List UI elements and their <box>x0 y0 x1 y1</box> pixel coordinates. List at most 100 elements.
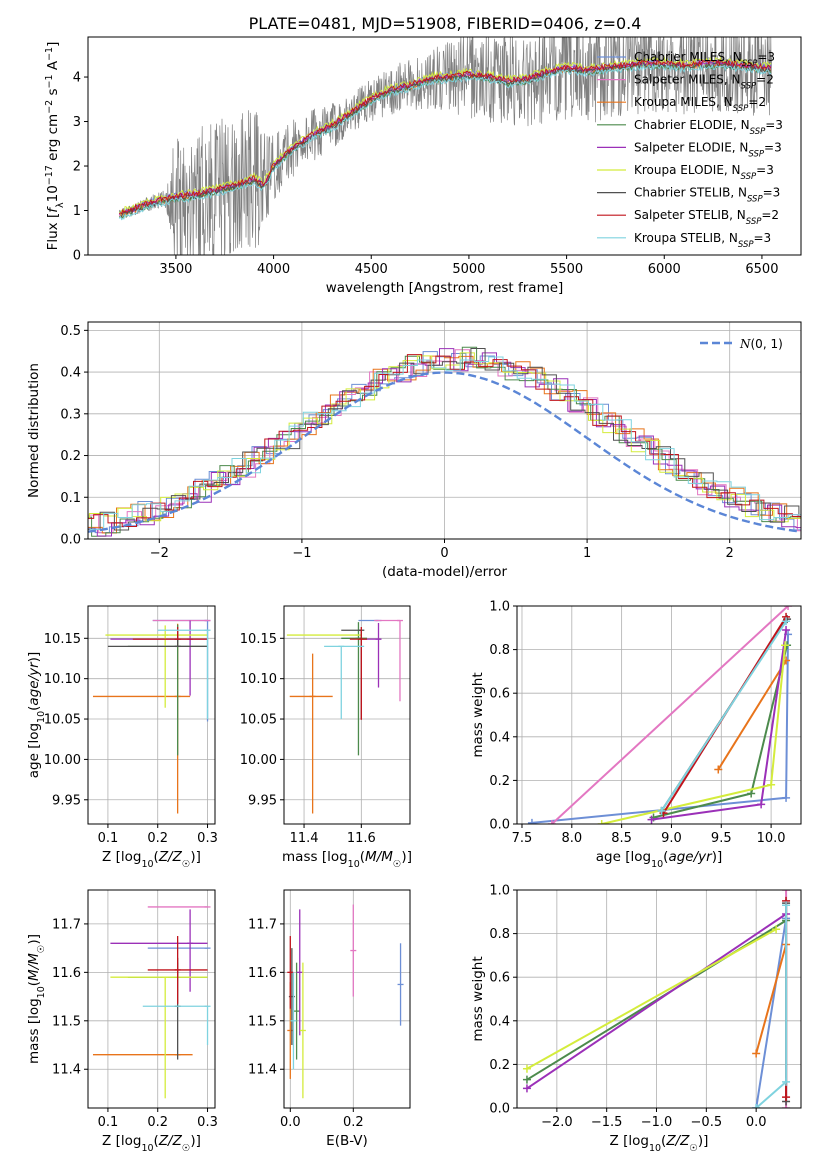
y-tick-label: 11.7 <box>248 917 277 932</box>
mass-weight-line <box>601 645 787 824</box>
mass-weight-line <box>526 928 777 1070</box>
plus-marker <box>767 780 776 789</box>
x-axis-label: age [log10(age/yr)] <box>596 849 722 870</box>
histogram-series-line <box>88 348 801 537</box>
plus-marker <box>752 1104 761 1108</box>
y-tick-label: 11.6 <box>248 966 277 981</box>
mass-weight-line <box>755 944 788 1054</box>
y-tick-label: 11.5 <box>248 1014 277 1029</box>
plus-marker <box>782 901 791 910</box>
axes-frame <box>516 889 802 1109</box>
histogram-series-line <box>89 356 801 530</box>
residuals-legend: N(0, 1) <box>700 337 783 351</box>
x-axis-label: Z [log10(Z/Z☉)] <box>102 849 201 870</box>
y-tick-label: 11.7 <box>52 917 81 932</box>
y-axis-label: Flux [fλ10−17 erg cm−2 s−1 A−1] <box>44 42 66 251</box>
mass-weight-line <box>717 659 787 771</box>
plot-area <box>522 890 791 1108</box>
histogram-series-line <box>88 349 801 534</box>
plus-marker <box>752 1049 761 1058</box>
plus-marker <box>782 890 791 894</box>
massweight-vs-Z-panel: −2.0 −1.5 −1.0 −0.5 0.0 0.0 0.2 0.4 0.6 0.8 1.0 Z [… <box>470 884 802 1154</box>
x-tick-label: 0.2 <box>147 1115 168 1130</box>
mass-vs-ebv-panel: 0.0 0.2 11.4 11.5 11.6 11.7 E(B-V) <box>248 889 411 1149</box>
x-axis-label: mass [log10(M/M☉)] <box>282 849 412 870</box>
x-tick-label: 6000 <box>648 262 681 277</box>
y-tick-label: 0.5 <box>60 324 81 339</box>
plot-area <box>286 619 403 814</box>
plus-marker <box>782 1077 791 1086</box>
x-tick-label: 0.1 <box>98 1115 119 1130</box>
spectrum-legend: Chabrier MILES, NSSP=3 Salpeter MILES, NS… <box>597 50 783 250</box>
x-tick-label: 0.0 <box>746 1115 767 1130</box>
plus-marker <box>782 793 791 802</box>
legend-label: Chabrier STELIB, NSSP=3 <box>634 186 780 205</box>
x-tick-label: 2 <box>726 546 734 561</box>
y-axis-label: mass weight <box>470 672 486 757</box>
plot-area <box>92 906 211 1099</box>
plus-marker <box>522 1084 531 1093</box>
y-axis-label: Normed distribution <box>26 363 42 498</box>
x-tick-label: 0 <box>440 546 448 561</box>
x-tick-label: 11.6 <box>347 831 376 846</box>
y-tick-label: 11.4 <box>248 1063 277 1078</box>
legend-label: Kroupa ELODIE, NSSP=3 <box>634 163 774 182</box>
x-tick-label: 4500 <box>355 262 388 277</box>
axes-frame <box>87 36 802 256</box>
legend-label: Chabrier MILES, NSSP=3 <box>634 50 775 69</box>
x-tick-label: 0.3 <box>197 831 218 846</box>
x-tick-label: 10.0 <box>757 831 786 846</box>
y-tick-label: 0.8 <box>489 927 510 942</box>
y-tick-label: 10.15 <box>240 632 277 647</box>
y-tick-label: 0.4 <box>489 730 510 745</box>
y-tick-label: 0 <box>73 249 81 264</box>
plus-marker <box>782 1093 791 1102</box>
x-tick-label: 5000 <box>452 262 485 277</box>
x-tick-label: 0.0 <box>280 1115 301 1130</box>
plus-marker <box>784 606 793 610</box>
y-tick-label: 0.6 <box>489 971 510 986</box>
y-tick-label: 0.2 <box>60 449 81 464</box>
y-tick-label: 0.8 <box>489 643 510 658</box>
y-tick-label: 10.05 <box>240 713 277 728</box>
y-axis-label: mass weight <box>470 956 486 1041</box>
x-axis-label: Z [log10(Z/Z☉)] <box>102 1133 201 1154</box>
plus-marker <box>547 820 556 824</box>
x-axis-label: wavelength [Angstrom, rest frame] <box>326 280 564 296</box>
legend-label: Kroupa STELIB, NSSP=3 <box>634 231 771 250</box>
plus-marker <box>772 925 781 934</box>
axes-frame <box>87 605 216 825</box>
y-tick-label: 10.15 <box>44 632 81 647</box>
y-tick-label: 0.4 <box>60 366 81 381</box>
y-tick-label: 0.3 <box>60 407 81 422</box>
figure-title: PLATE=0481, MJD=51908, FIBERID=0406, z=0… <box>249 14 642 33</box>
massweight-vs-age-panel: 7.5 8.0 8.5 9.0 9.5 10.0 0.0 0.2 0.4 0.6 0.8 1.0 age… <box>470 600 802 870</box>
x-tick-label: −0.5 <box>691 1115 723 1130</box>
y-tick-label: 1.0 <box>489 884 510 899</box>
axes-frame <box>516 605 802 825</box>
mass-weight-line <box>660 620 787 812</box>
mass-weight-line <box>551 606 789 824</box>
y-tick-label: 1 <box>73 204 81 219</box>
x-tick-label: 8.5 <box>611 831 632 846</box>
y-tick-label: 9.95 <box>248 793 277 808</box>
x-tick-label: 3500 <box>159 262 192 277</box>
x-tick-label: 5500 <box>550 262 583 277</box>
legend-label: Chabrier ELODIE, NSSP=3 <box>634 118 783 137</box>
y-tick-label: 0.0 <box>489 1102 510 1117</box>
plus-marker <box>522 1075 531 1084</box>
model-spectrum-line <box>118 55 772 215</box>
histogram-series-line <box>88 348 801 531</box>
y-tick-label: 0.4 <box>489 1014 510 1029</box>
x-tick-label: −1.5 <box>591 1115 623 1130</box>
legend-label: Salpeter MILES, NSSP=2 <box>634 73 774 92</box>
legend-label: Salpeter ELODIE, NSSP=3 <box>634 140 782 159</box>
histogram-series-line <box>88 346 801 537</box>
plus-marker <box>747 789 756 798</box>
x-tick-label: 11.4 <box>290 831 319 846</box>
y-tick-label: 11.4 <box>52 1063 81 1078</box>
plus-marker <box>657 806 666 815</box>
y-axis-label: age [log10(age/yr)] <box>26 652 47 778</box>
plus-marker <box>757 800 766 809</box>
y-tick-label: 0.0 <box>489 818 510 833</box>
